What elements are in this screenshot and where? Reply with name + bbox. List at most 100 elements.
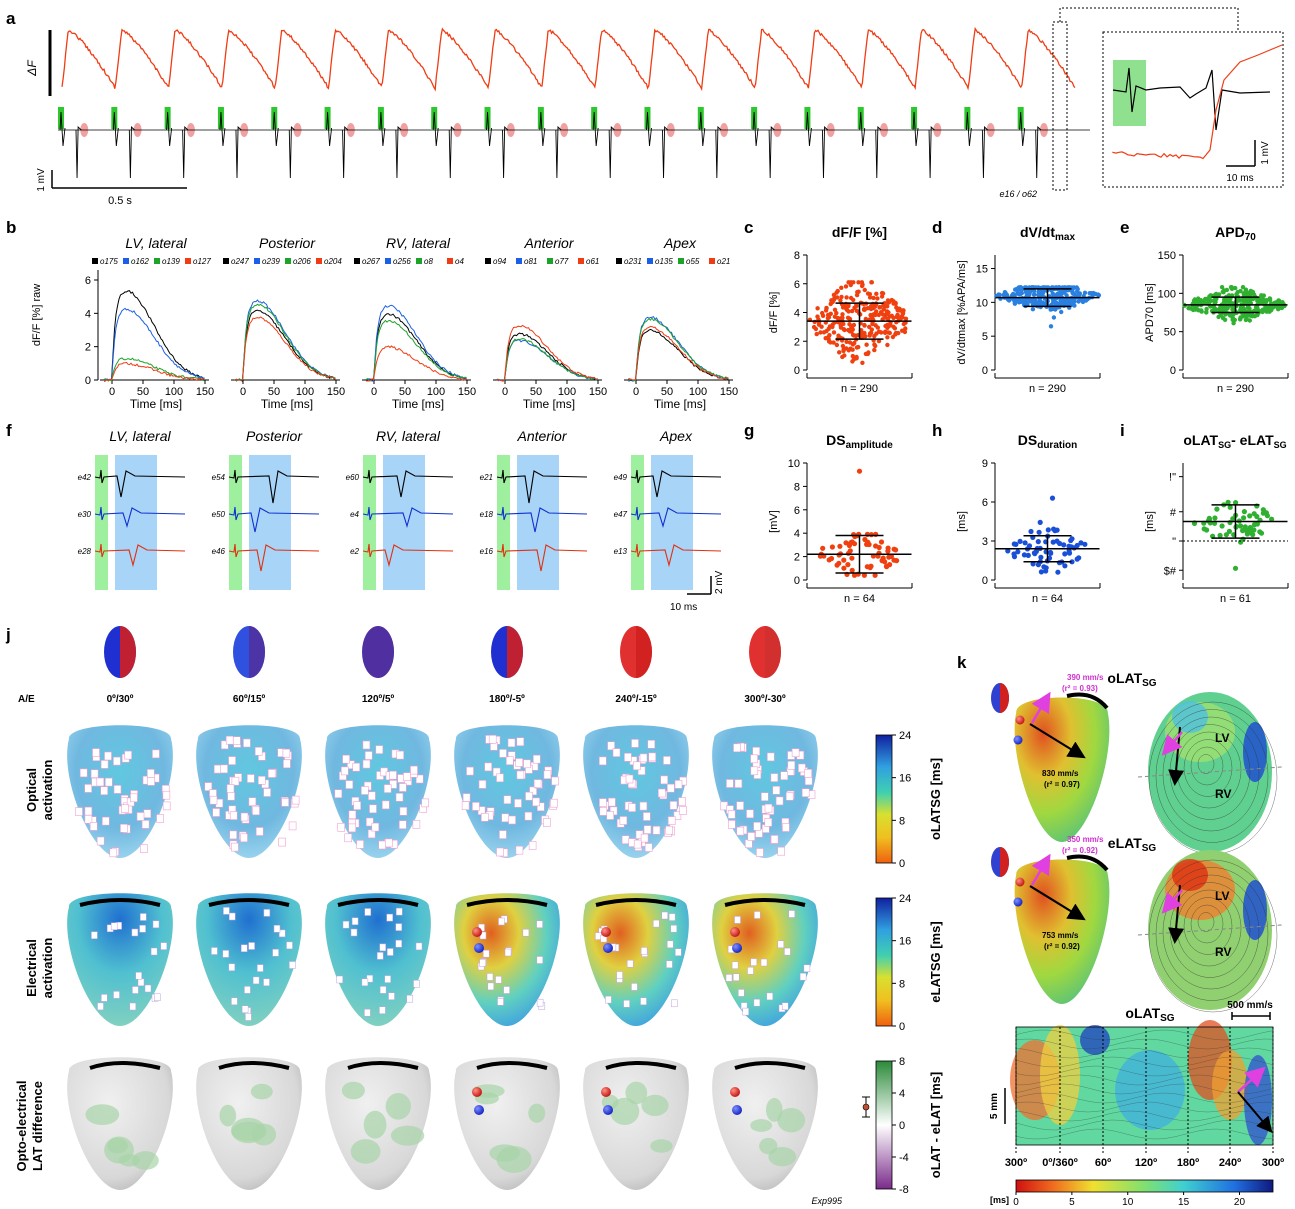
data-point xyxy=(846,303,851,309)
electrode-marker xyxy=(406,994,414,1003)
y-tick-label: 6 xyxy=(794,505,800,517)
velocity-label-magenta: 390 mm/s xyxy=(1067,673,1104,682)
data-point xyxy=(849,308,855,314)
electrode-marker xyxy=(229,811,238,820)
electrode-marker xyxy=(364,751,373,760)
x-tick-label: 0 xyxy=(109,386,115,398)
diff-patch xyxy=(768,1147,797,1167)
electrogram-trace xyxy=(496,543,588,572)
electrode-marker xyxy=(675,948,682,956)
cbar-tick-label: 8 xyxy=(899,815,905,827)
velocity-arrow-magenta xyxy=(1161,731,1183,756)
electrode-marker xyxy=(353,801,362,810)
electrode-marker xyxy=(91,931,98,939)
data-point xyxy=(816,322,822,327)
panel-f-title: Apex xyxy=(659,428,693,444)
colorbar-elat xyxy=(875,897,893,1027)
row-label-electrical-1: Electrical xyxy=(24,939,39,997)
electrode-marker xyxy=(496,773,504,783)
electrode-marker xyxy=(804,776,813,786)
electrode-marker xyxy=(144,984,152,993)
electrode-marker xyxy=(652,919,660,928)
orientation-glyph xyxy=(233,626,265,678)
electrode-marker xyxy=(345,780,354,789)
electrogram-trace xyxy=(630,543,722,568)
electrode-marker xyxy=(532,754,541,764)
electrode-marker xyxy=(240,944,248,952)
view-angle-label: 120º/5º xyxy=(362,694,395,705)
electrode-marker xyxy=(633,839,642,849)
panel-f-title: LV, lateral xyxy=(109,428,171,444)
stim-window xyxy=(95,455,108,590)
data-point xyxy=(849,555,855,561)
data-point xyxy=(1056,301,1061,307)
y-axis-label: [mV] xyxy=(768,510,780,533)
data-point xyxy=(1241,515,1247,521)
diff-patch xyxy=(250,1083,273,1100)
cbar-tick-label: 4 xyxy=(899,1088,905,1100)
data-point xyxy=(876,550,882,556)
legend-entry: o81 xyxy=(524,257,537,266)
data-point xyxy=(862,287,867,293)
data-point xyxy=(832,307,838,312)
electrode-marker xyxy=(113,756,121,766)
data-point xyxy=(1251,527,1257,533)
electrode-marker xyxy=(770,773,779,782)
stim-electrode-red xyxy=(1015,715,1025,725)
electrode-label: e42 xyxy=(78,473,92,482)
electrode-marker xyxy=(742,1007,749,1016)
electrode-marker xyxy=(644,843,653,852)
data-point xyxy=(1018,286,1023,292)
data-point xyxy=(1035,300,1040,305)
electrode-marker xyxy=(97,1002,104,1011)
x-axis-label: Time [ms] xyxy=(523,397,575,411)
electrode-marker xyxy=(362,740,371,750)
data-point xyxy=(1054,538,1060,544)
colorbar-olat xyxy=(875,734,893,864)
heart-diff xyxy=(325,1057,431,1190)
plot-title: dF/F [%] xyxy=(832,224,887,240)
data-point xyxy=(1052,528,1058,534)
data-point xyxy=(1232,565,1239,571)
cbar-tick-label: 8 xyxy=(899,1056,905,1068)
electrode-marker xyxy=(536,802,545,812)
legend-swatch xyxy=(123,258,129,264)
electrode-marker xyxy=(384,838,393,848)
data-point xyxy=(856,280,861,285)
electrode-marker xyxy=(160,942,168,950)
k-heart-surface xyxy=(1014,697,1110,842)
data-point xyxy=(815,306,820,311)
stim-window xyxy=(497,455,510,590)
heart-electrical xyxy=(325,893,431,1026)
data-point xyxy=(856,344,861,350)
legend-swatch xyxy=(154,258,160,264)
rv-label: RV xyxy=(1215,945,1231,959)
optical-trace xyxy=(103,361,205,382)
legend-swatch xyxy=(316,258,322,264)
electrode-marker xyxy=(631,739,639,748)
optical-trace xyxy=(627,325,729,381)
electrode-marker xyxy=(90,769,99,779)
electrode-marker xyxy=(375,745,384,754)
electrode-marker xyxy=(624,752,632,762)
panel-f-title: RV, lateral xyxy=(376,428,441,444)
electrode-marker xyxy=(496,847,504,857)
panel-b-title: Apex xyxy=(663,235,697,251)
data-point xyxy=(1041,564,1047,570)
legend-entry: o239 xyxy=(262,257,280,266)
y-tick-label: 9 xyxy=(982,458,988,470)
legend-swatch xyxy=(416,258,422,264)
data-point xyxy=(1096,293,1102,298)
data-point xyxy=(837,350,842,355)
electrode-marker xyxy=(619,816,628,825)
electrode-marker xyxy=(738,989,745,997)
data-point xyxy=(847,548,853,554)
electrode-marker xyxy=(780,771,789,781)
legend-swatch xyxy=(185,258,191,264)
velocity-r2-magenta: (r² = 0.93) xyxy=(1062,684,1098,693)
electrode-marker xyxy=(777,940,785,949)
data-point xyxy=(875,296,880,301)
k-colorbar xyxy=(1015,1179,1274,1193)
electrode-marker xyxy=(674,780,683,789)
